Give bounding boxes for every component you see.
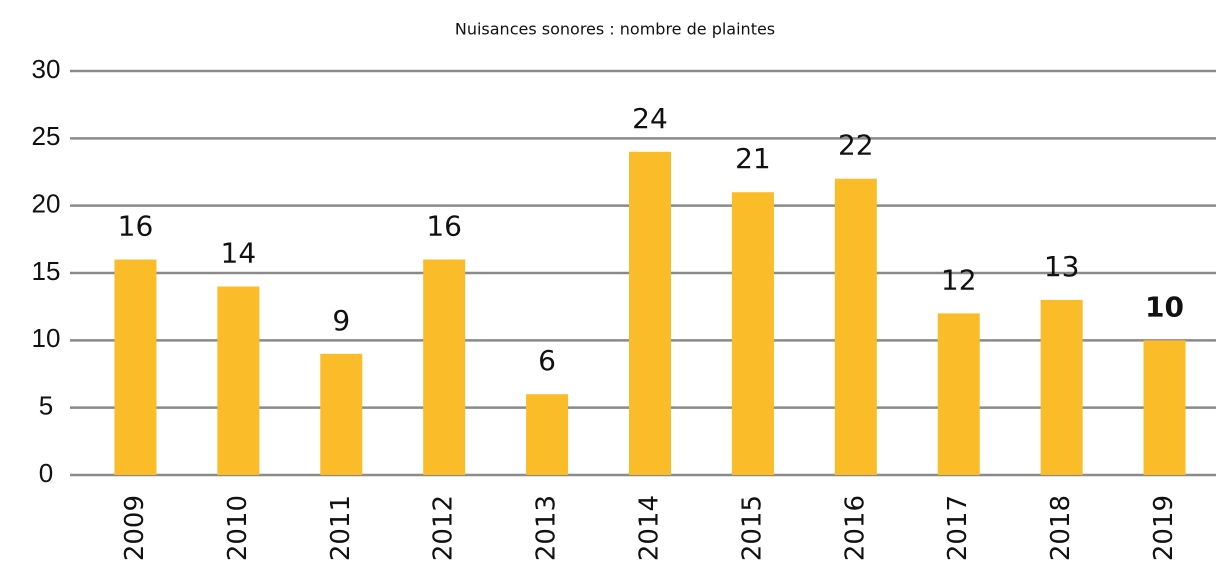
x-tick-label: 2017: [943, 495, 973, 561]
data-label: 10: [1145, 290, 1184, 323]
bar: [1143, 340, 1186, 475]
y-tick-label: 0: [39, 458, 53, 488]
data-label: 16: [426, 210, 462, 243]
x-tick-label: 2016: [840, 495, 870, 561]
y-tick-label: 10: [32, 323, 61, 353]
x-tick-label: 2013: [532, 495, 562, 561]
data-label: 12: [941, 263, 977, 296]
data-label: 21: [735, 142, 771, 175]
data-label: 14: [221, 236, 257, 269]
data-label: 6: [538, 344, 556, 377]
bar: [731, 192, 774, 475]
bar: [629, 151, 671, 476]
bar: [526, 394, 569, 475]
x-tick-label: 2019: [1149, 495, 1179, 561]
y-tick-label: 30: [32, 54, 61, 84]
x-tick-label: 2015: [737, 495, 767, 561]
y-tick-label: 25: [32, 121, 61, 151]
x-tick-label: 2010: [223, 495, 253, 561]
data-label: 13: [1044, 250, 1080, 283]
data-label: 16: [118, 210, 154, 243]
x-tick-label: 2012: [429, 495, 459, 561]
data-label: 24: [632, 102, 668, 135]
bar: [937, 313, 980, 475]
x-tick-label: 2018: [1046, 495, 1076, 561]
y-tick-label: 15: [32, 256, 61, 286]
y-tick-label: 5: [39, 391, 53, 421]
x-tick-label: 2009: [120, 495, 150, 561]
bar: [834, 178, 877, 475]
bar: [217, 286, 260, 475]
bar: [320, 353, 363, 475]
x-tick-label: 2014: [635, 495, 665, 561]
y-tick-label: 20: [32, 189, 61, 219]
chart-title: Nuisances sonores : nombre de plaintes: [455, 20, 775, 39]
x-tick-label: 2011: [326, 495, 356, 561]
bar: [1040, 299, 1083, 475]
bar: [114, 259, 157, 475]
data-label: 9: [332, 304, 350, 337]
data-label: 22: [838, 129, 874, 162]
bar: [423, 259, 466, 475]
